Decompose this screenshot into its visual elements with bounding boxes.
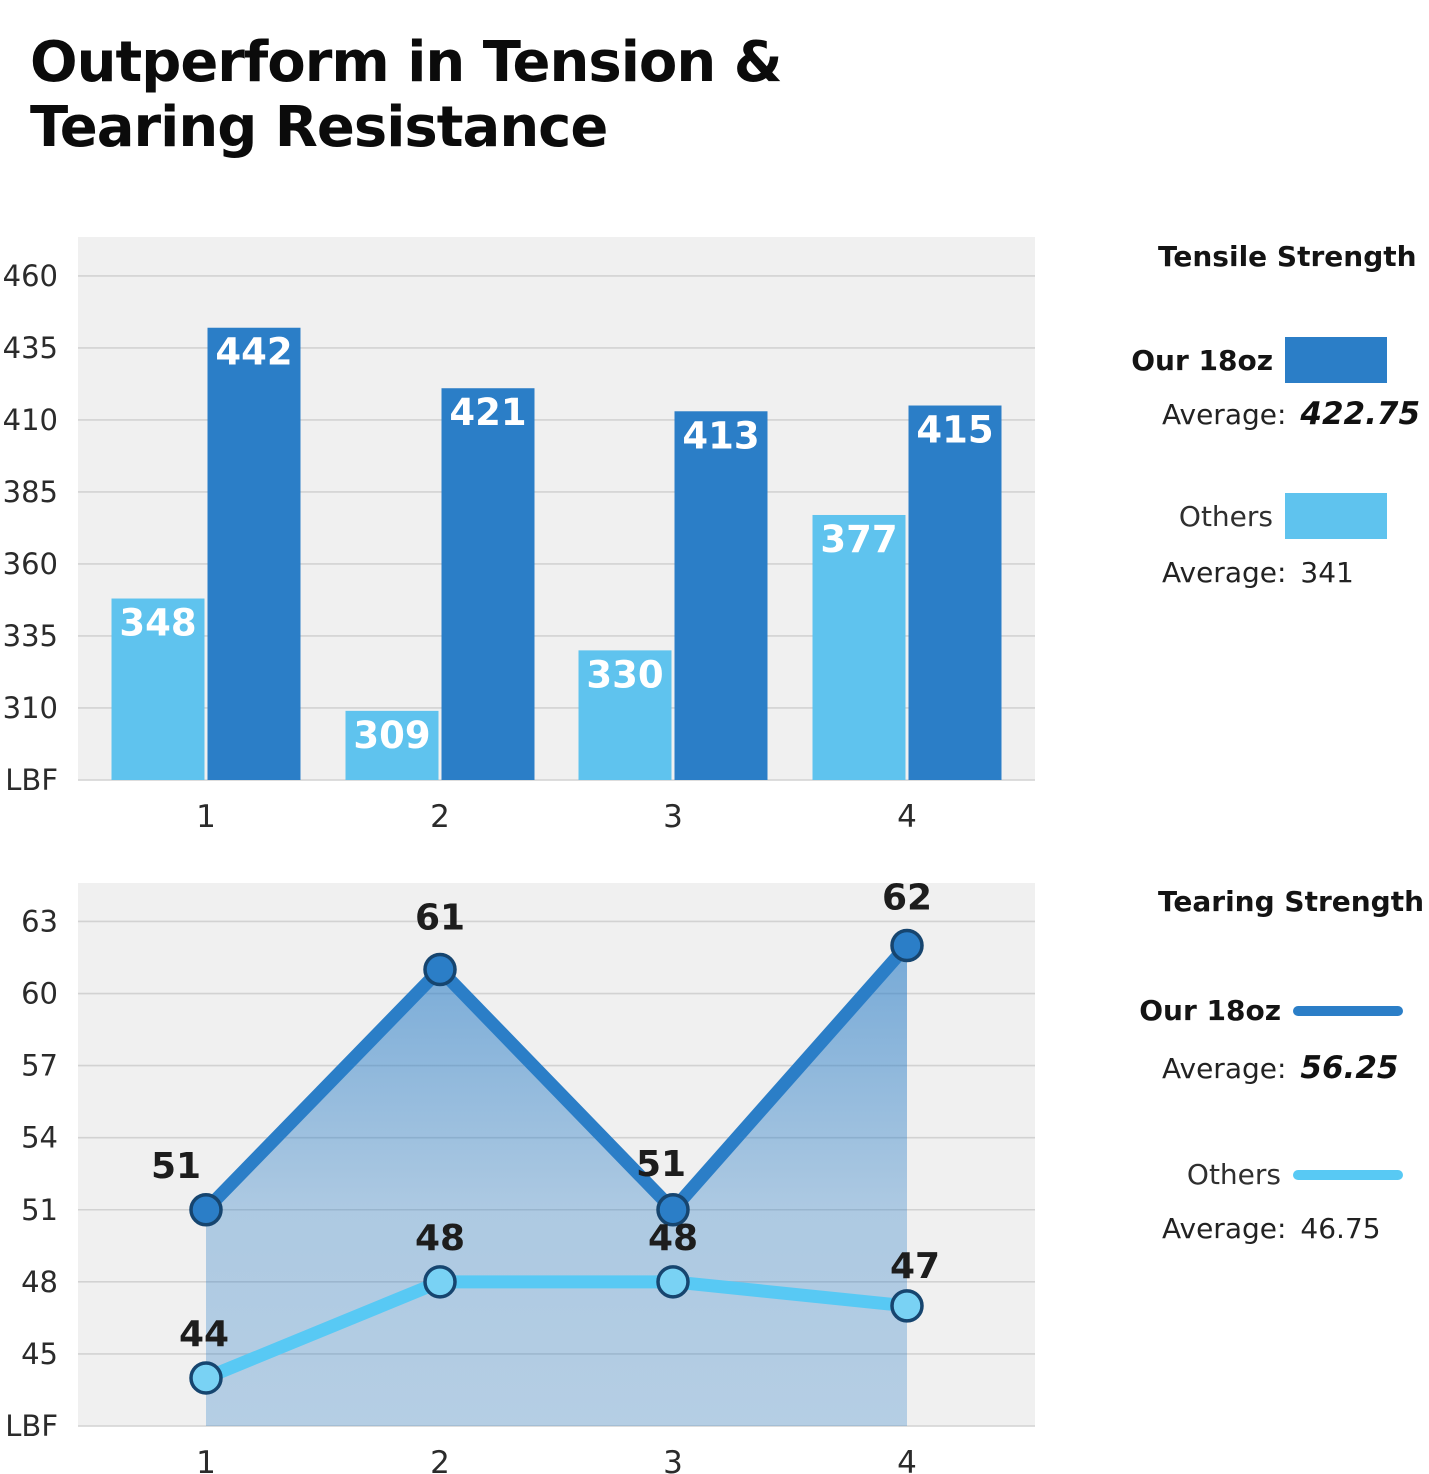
tensile-others-average-value: 341 [1300, 556, 1354, 589]
point-value-label: 51 [636, 1144, 686, 1185]
tearing-our-average: Average: 56.25 [1162, 1050, 1398, 1086]
unit-label: LBF [5, 763, 58, 797]
x-tick-label: 4 [897, 1445, 917, 1474]
tearing-others-average: Average: 46.75 [1162, 1212, 1381, 1245]
bar-others-1 [111, 598, 205, 780]
x-tick-label: 1 [196, 1445, 216, 1474]
bar-our-18oz-3 [674, 411, 768, 780]
tearing-legend-item-others: Others [1155, 1158, 1403, 1191]
tearing-others-line-swatch [1293, 1169, 1403, 1180]
y-tick-label: 63 [21, 904, 58, 938]
tensile-our-color-swatch [1285, 337, 1387, 383]
tensile-legend-label-others: Others [1178, 499, 1273, 533]
point-value-label: 48 [415, 1218, 465, 1259]
bar-our-18oz-2 [441, 388, 535, 780]
average-label: Average: [1162, 556, 1287, 589]
marker-others [423, 1265, 457, 1299]
tearing-legend-label-others: Others [1186, 1158, 1281, 1191]
page-title: Outperform in Tension & Tearing Resistan… [30, 29, 783, 161]
tearing-legend-label-our: Our 18oz [1139, 994, 1281, 1027]
average-label: Average: [1162, 1052, 1287, 1085]
bar-our-18oz-1 [207, 327, 301, 780]
line-others [199, 1275, 914, 1385]
y-tick-label: 310 [3, 691, 58, 725]
bar-value-label: 348 [119, 602, 196, 645]
y-tick-label: 48 [21, 1265, 58, 1299]
unit-label: LBF [5, 1409, 58, 1443]
y-tick-label: 460 [3, 259, 58, 293]
point-value-label: 47 [890, 1246, 940, 1287]
y-tick-label: 335 [3, 619, 58, 653]
y-tick-label: 57 [21, 1049, 58, 1083]
line-our-18oz [199, 938, 914, 1217]
tensile-our-average-value: 422.75 [1300, 396, 1421, 432]
bar-others-2 [345, 710, 439, 780]
bar-value-label: 442 [215, 331, 292, 374]
point-value-label: 62 [882, 877, 932, 918]
point-value-label: 51 [151, 1146, 201, 1187]
y-tick-label: 435 [3, 331, 58, 365]
bar-value-label: 413 [682, 414, 759, 457]
bar-our-18oz-4 [908, 405, 1002, 780]
tensile-legend-item-our: Our 18oz [1131, 337, 1387, 383]
bar-others-3 [578, 650, 672, 780]
bar-value-label: 309 [353, 714, 430, 757]
y-tick-label: 385 [3, 475, 58, 509]
marker-our-18oz [890, 928, 924, 963]
marker-others [890, 1289, 924, 1323]
x-tick-label: 3 [663, 799, 683, 835]
tensile-strength-bar-chart: 460 435 410 385 360 335 310 LBF 1 2 3 4 348 442 309 421… [3, 237, 1035, 835]
bar-value-label: 330 [586, 653, 663, 696]
y-tick-label: 410 [3, 403, 58, 437]
y-tick-label: 51 [21, 1193, 58, 1227]
marker-others [656, 1265, 690, 1299]
tensile-legend-label-our: Our 18oz [1131, 343, 1273, 377]
tensile-legend-item-others: Others [1155, 493, 1387, 539]
y-tick-label: 360 [3, 547, 58, 581]
y-tick-label: 54 [21, 1121, 58, 1155]
marker-our-18oz [189, 1193, 223, 1227]
tearing-legend-title: Tearing Strength [1158, 885, 1425, 918]
tearing-strength-line-chart: 63 60 57 54 51 48 45 LBF 1 2 3 4 51 61 51 62 44 48 48 47 [5, 877, 1035, 1474]
bar-others-4 [812, 514, 906, 780]
tearing-legend-item-our: Our 18oz [1139, 994, 1403, 1027]
tensile-our-average: Average: 422.75 [1162, 396, 1420, 432]
x-tick-label: 2 [430, 799, 450, 835]
point-value-label: 44 [179, 1314, 229, 1355]
tensile-others-average: Average: 341 [1162, 556, 1354, 589]
bar-value-label: 377 [820, 518, 897, 561]
bar-value-label: 415 [916, 409, 993, 452]
tearing-our-average-value: 56.25 [1300, 1050, 1399, 1086]
marker-our-18oz [423, 952, 457, 987]
average-label: Average: [1162, 398, 1287, 431]
tearing-others-average-value: 46.75 [1300, 1212, 1381, 1245]
marker-our-18oz [656, 1193, 690, 1227]
point-value-label: 61 [415, 897, 465, 938]
x-tick-label: 4 [897, 799, 917, 835]
tensile-others-color-swatch [1285, 493, 1387, 539]
y-tick-label: 45 [21, 1337, 58, 1371]
bar-value-label: 421 [449, 391, 526, 434]
x-tick-label: 2 [430, 1445, 450, 1474]
x-tick-label: 1 [196, 799, 216, 835]
x-tick-label: 3 [663, 1445, 683, 1474]
average-label: Average: [1162, 1212, 1287, 1245]
tensile-legend-title: Tensile Strength [1158, 240, 1417, 273]
point-value-label: 48 [648, 1218, 698, 1259]
tearing-our-line-swatch [1293, 1005, 1403, 1016]
marker-others [189, 1361, 223, 1395]
y-tick-label: 60 [21, 977, 58, 1011]
